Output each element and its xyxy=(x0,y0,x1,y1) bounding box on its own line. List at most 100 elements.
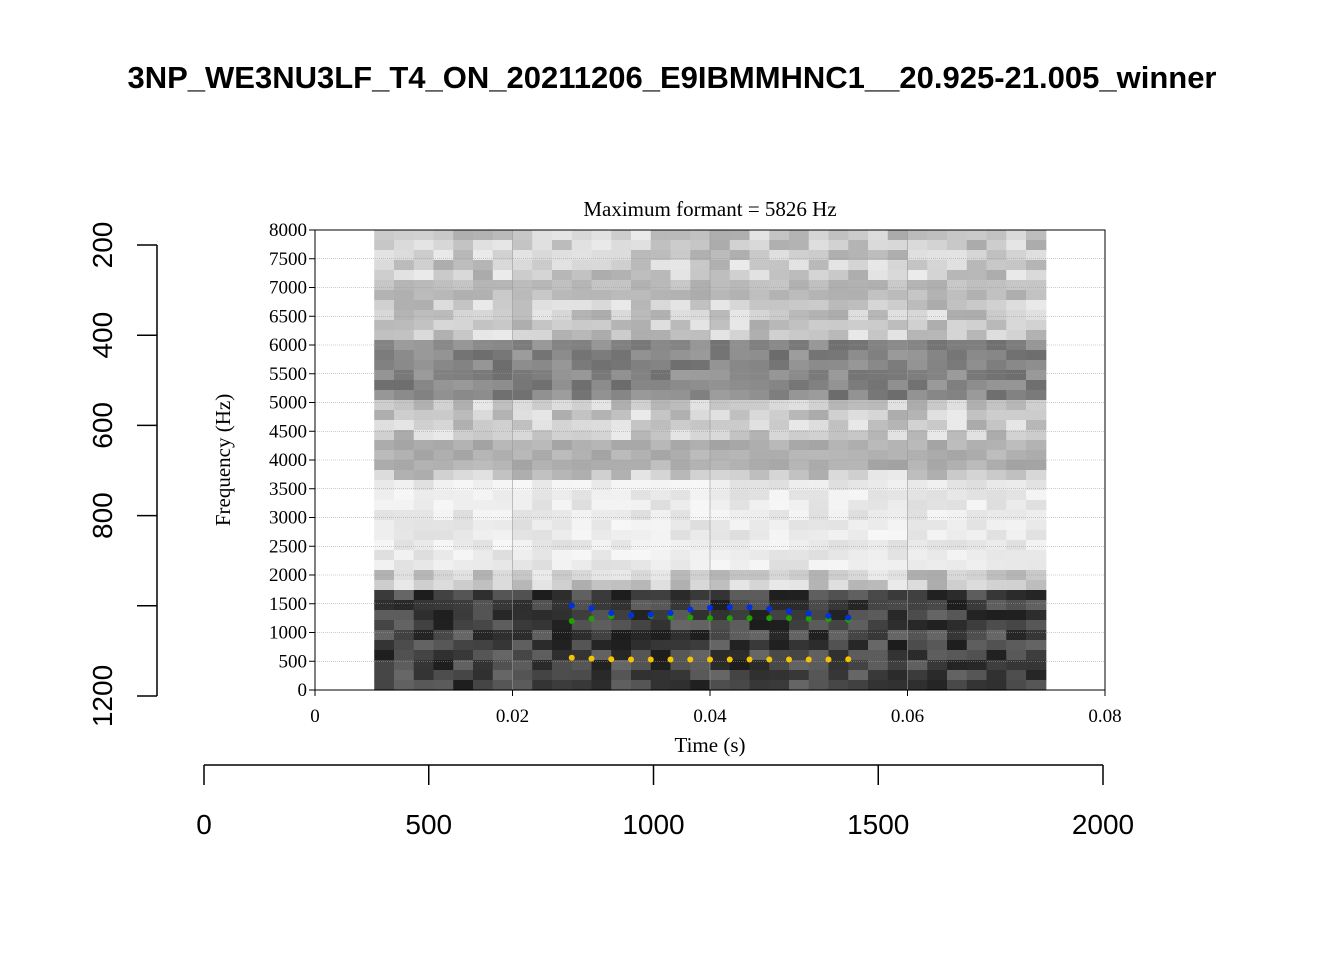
spectrogram-cell xyxy=(413,300,435,311)
spectrogram-cell xyxy=(947,600,968,611)
spectrogram-cell xyxy=(710,540,731,551)
spectrogram-cell xyxy=(532,640,553,651)
spectrogram-cell xyxy=(473,530,494,541)
spectrogram-cell xyxy=(690,290,711,301)
spectrogram-cell xyxy=(887,580,909,591)
spectrogram-cell xyxy=(571,270,593,281)
outer-x-tick-label: 1500 xyxy=(847,809,909,840)
spectrogram-cell xyxy=(591,530,612,541)
formant-point xyxy=(825,656,832,663)
spectrogram-cell xyxy=(848,510,869,521)
spectrogram-cell xyxy=(789,370,810,381)
spectrogram-cell xyxy=(947,590,968,601)
spectrogram-cell xyxy=(848,260,869,271)
spectrogram-cell xyxy=(690,660,711,671)
spectrogram-cell xyxy=(512,490,533,501)
spectrogram-cell xyxy=(433,420,454,431)
spectrogram-cell xyxy=(749,260,770,271)
spectrogram-cell xyxy=(492,260,514,271)
spectrogram-cell xyxy=(769,240,790,251)
spectrogram-cell xyxy=(394,450,415,461)
spectrogram-cell xyxy=(907,600,928,611)
spectrogram-cell xyxy=(611,360,632,371)
spectrogram-cell xyxy=(611,320,632,331)
spectrogram-cell xyxy=(729,490,751,501)
spectrogram-cell xyxy=(868,350,889,361)
spectrogram-cell xyxy=(868,420,889,431)
spectrogram-cell xyxy=(927,460,948,471)
spectrogram-cell xyxy=(473,390,494,401)
spectrogram-cell xyxy=(907,470,928,481)
spectrogram-cell xyxy=(650,480,672,491)
spectrogram-cell xyxy=(887,230,909,241)
spectrogram-cell xyxy=(552,510,573,521)
spectrogram-cell xyxy=(591,630,612,641)
spectrogram-cell xyxy=(1026,420,1047,431)
spectrogram-cell xyxy=(848,680,869,691)
spectrogram-cell xyxy=(433,440,454,451)
spectrogram-cell xyxy=(552,300,573,311)
spectrogram-cell xyxy=(769,260,790,271)
spectrogram-cell xyxy=(986,580,1007,591)
spectrogram-cell xyxy=(374,570,395,581)
spectrogram-cell xyxy=(1006,580,1027,591)
spectrogram-cell xyxy=(789,390,810,401)
spectrogram-cell xyxy=(927,520,948,531)
spectrogram-cell xyxy=(591,580,612,591)
spectrogram-cell xyxy=(552,320,573,331)
spectrogram-cell xyxy=(611,680,632,691)
spectrogram-cell xyxy=(611,510,632,521)
spectrogram-cell xyxy=(1006,650,1027,661)
spectrogram-cell xyxy=(710,650,731,661)
spectrogram-cell xyxy=(808,590,830,601)
spectrogram-cell xyxy=(670,530,691,541)
spectrogram-cell xyxy=(394,370,415,381)
spectrogram-cell xyxy=(749,680,770,691)
spectrogram-cell xyxy=(394,350,415,361)
spectrogram-cell xyxy=(512,360,533,371)
spectrogram-cell xyxy=(591,600,612,611)
spectrogram-cell xyxy=(848,560,869,571)
spectrogram-cell xyxy=(769,610,790,621)
spectrogram-cell xyxy=(611,490,632,501)
spectrogram-cell xyxy=(907,560,928,571)
spectrogram-cell xyxy=(848,240,869,251)
spectrogram-cell xyxy=(611,580,632,591)
spectrogram-cell xyxy=(789,290,810,301)
spectrogram-cell xyxy=(927,350,948,361)
spectrogram-cell xyxy=(710,360,731,371)
spectrogram-cell xyxy=(650,680,672,691)
spectrogram-cell xyxy=(512,340,533,351)
spectrogram-cell xyxy=(453,330,474,341)
spectrogram-cell xyxy=(413,590,435,601)
spectrogram-cell xyxy=(907,290,928,301)
spectrogram-cell xyxy=(808,560,830,571)
spectrogram-cell xyxy=(947,230,968,241)
spectrogram-cell xyxy=(868,530,889,541)
spectrogram-cell xyxy=(492,370,514,381)
x-tick-label: 0.04 xyxy=(693,706,727,727)
spectrogram-cell xyxy=(492,610,514,621)
spectrogram-cell xyxy=(729,280,751,291)
spectrogram-cell xyxy=(473,240,494,251)
spectrogram-cell xyxy=(1006,400,1027,411)
spectrogram-cell xyxy=(749,410,770,421)
spectrogram-cell xyxy=(887,370,909,381)
spectrogram-cell xyxy=(532,420,553,431)
spectrogram-cell xyxy=(986,510,1007,521)
spectrogram-cell xyxy=(710,580,731,591)
spectrogram-cell xyxy=(611,650,632,661)
spectrogram-cell xyxy=(512,350,533,361)
spectrogram-cell xyxy=(394,570,415,581)
spectrogram-cell xyxy=(650,550,672,561)
spectrogram-cell xyxy=(749,420,770,431)
spectrogram-cell xyxy=(552,470,573,481)
spectrogram-cell xyxy=(1006,350,1027,361)
spectrogram-cell xyxy=(808,280,830,291)
spectrogram-cell xyxy=(947,500,968,511)
spectrogram-cell xyxy=(552,270,573,281)
spectrogram-cell xyxy=(591,670,612,681)
spectrogram-cell xyxy=(571,450,593,461)
spectrogram-cell xyxy=(907,500,928,511)
spectrogram-cell xyxy=(986,550,1007,561)
